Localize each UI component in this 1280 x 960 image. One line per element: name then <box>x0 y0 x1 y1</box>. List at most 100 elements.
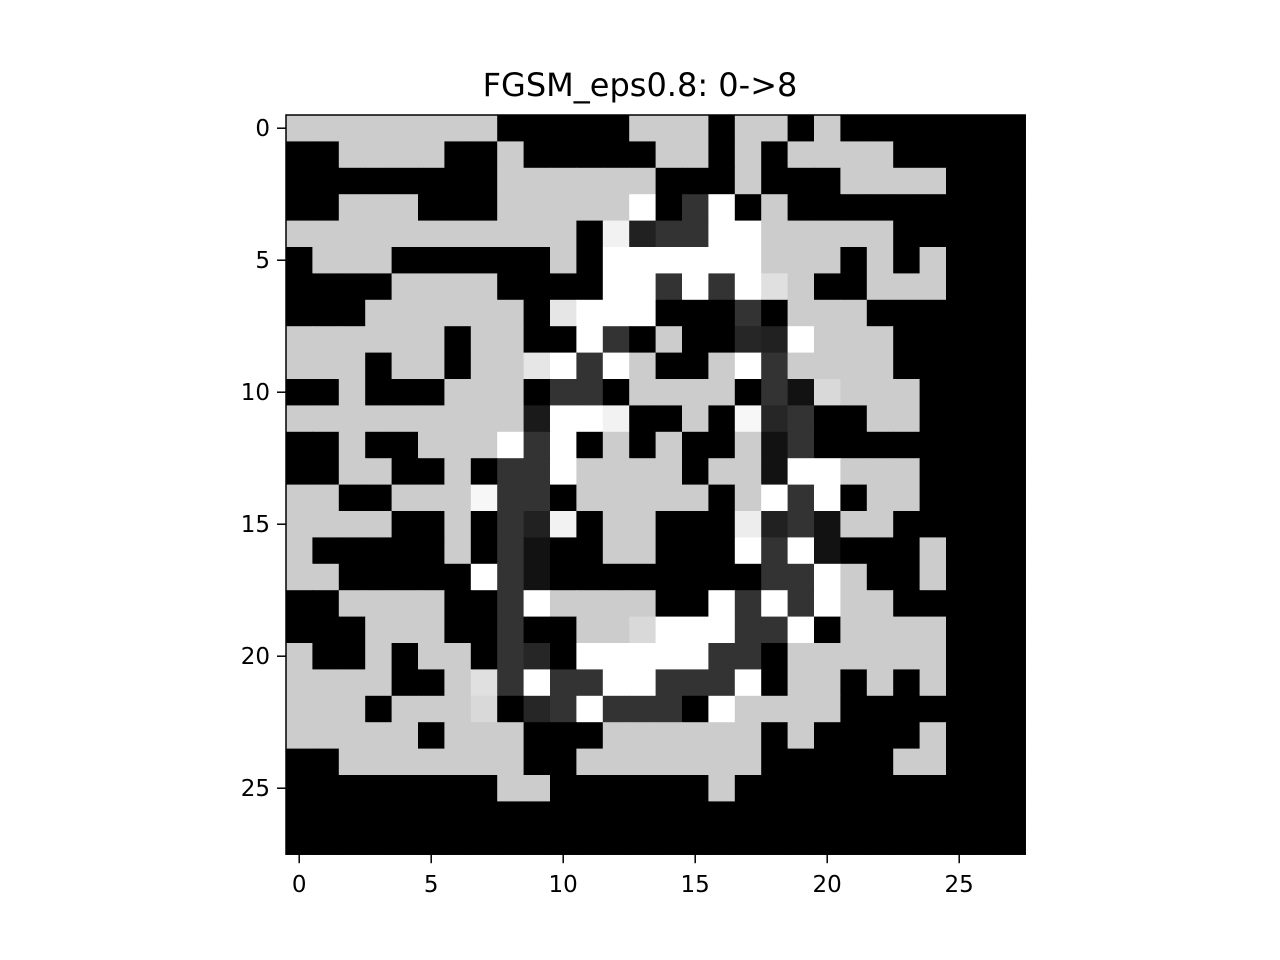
heatmap-cell <box>286 669 313 697</box>
heatmap-cell <box>312 669 340 697</box>
heatmap-cell <box>814 220 841 248</box>
heatmap-cell <box>550 167 577 195</box>
heatmap-cell <box>972 273 1000 301</box>
heatmap-cell <box>286 326 313 354</box>
heatmap-cell <box>946 695 973 723</box>
heatmap-cell <box>523 167 551 195</box>
heatmap-cell <box>497 695 525 723</box>
heatmap-cell <box>391 167 419 195</box>
heatmap-cell <box>761 405 789 433</box>
heatmap-cell <box>708 484 736 512</box>
heatmap-cell <box>893 141 921 169</box>
heatmap-cell <box>497 115 525 142</box>
heatmap-cell <box>946 379 973 406</box>
heatmap-cell <box>840 379 868 406</box>
heatmap-cell <box>972 511 1000 538</box>
heatmap-cell <box>286 247 313 274</box>
heatmap-cell <box>893 511 921 538</box>
heatmap-cell <box>338 247 366 274</box>
heatmap-cell <box>602 299 630 327</box>
heatmap-cell <box>365 484 393 512</box>
heatmap-cell <box>576 537 604 565</box>
heatmap-cell <box>550 247 577 274</box>
heatmap-cell <box>418 695 445 723</box>
heatmap-cell <box>497 537 525 565</box>
heatmap-cell <box>550 590 577 618</box>
heatmap-cell <box>866 247 894 274</box>
heatmap-cell <box>497 643 525 670</box>
heatmap-cell <box>708 590 736 618</box>
heatmap-cell <box>312 194 340 222</box>
heatmap-cell <box>470 484 498 512</box>
heatmap-cell <box>470 616 498 644</box>
heatmap-cell <box>391 247 419 274</box>
heatmap-cell <box>682 616 709 644</box>
heatmap-cell <box>576 484 604 512</box>
heatmap-cell <box>418 511 445 538</box>
heatmap-cell <box>418 722 445 750</box>
heatmap-cell <box>787 695 815 723</box>
heatmap-cell <box>286 748 313 776</box>
heatmap-cell <box>814 247 841 274</box>
heatmap-cell <box>470 273 498 301</box>
heatmap-cell <box>919 775 947 802</box>
heatmap-cell <box>523 352 551 380</box>
heatmap-cell <box>866 141 894 169</box>
heatmap-cell <box>972 352 1000 380</box>
heatmap-cell <box>602 484 630 512</box>
heatmap-cell <box>761 801 789 829</box>
heatmap-cell <box>708 801 736 829</box>
heatmap-cell <box>655 511 683 538</box>
heatmap-cell <box>998 484 1026 512</box>
heatmap-cell <box>418 167 445 195</box>
heatmap-cell <box>866 379 894 406</box>
heatmap-cell <box>418 827 445 855</box>
heatmap-cell <box>919 537 947 565</box>
heatmap-cell <box>365 167 393 195</box>
heatmap-cell <box>761 722 789 750</box>
heatmap-cell <box>840 458 868 486</box>
heatmap-cell <box>338 748 366 776</box>
heatmap-cell <box>972 563 1000 591</box>
heatmap-cell <box>708 247 736 274</box>
heatmap-cell <box>761 827 789 855</box>
heatmap-cell <box>787 431 815 459</box>
heatmap-cell <box>470 352 498 380</box>
heatmap-cell <box>998 775 1026 802</box>
heatmap-cell <box>682 379 709 406</box>
heatmap-cell <box>814 379 841 406</box>
heatmap-cell <box>365 405 393 433</box>
heatmap-cell <box>972 220 1000 248</box>
x-tick-label: 0 <box>292 872 307 898</box>
heatmap-cell <box>682 220 709 248</box>
heatmap-cell <box>708 616 736 644</box>
heatmap-cell <box>391 220 419 248</box>
heatmap-cell <box>497 326 525 354</box>
heatmap-cell <box>338 458 366 486</box>
heatmap-cell <box>286 643 313 670</box>
heatmap-cell <box>470 722 498 750</box>
heatmap-cell <box>391 801 419 829</box>
heatmap-cell <box>919 194 947 222</box>
heatmap-cell <box>338 484 366 512</box>
heatmap-cell <box>550 405 577 433</box>
heatmap-cell <box>602 511 630 538</box>
heatmap-cell <box>365 748 393 776</box>
heatmap-cell <box>893 220 921 248</box>
x-tick-label: 15 <box>681 872 710 898</box>
heatmap-cell <box>787 563 815 591</box>
heatmap-cell <box>497 273 525 301</box>
heatmap-cell <box>576 352 604 380</box>
heatmap-cell <box>998 669 1026 697</box>
heatmap-cell <box>866 458 894 486</box>
heatmap-cell <box>550 563 577 591</box>
heatmap-cell <box>391 563 419 591</box>
heatmap-cell <box>761 695 789 723</box>
heatmap-cell <box>312 695 340 723</box>
heatmap-cell <box>497 484 525 512</box>
heatmap-cell <box>866 748 894 776</box>
heatmap-cell <box>814 484 841 512</box>
heatmap-cell <box>682 722 709 750</box>
heatmap-cell <box>919 431 947 459</box>
heatmap-cell <box>893 748 921 776</box>
